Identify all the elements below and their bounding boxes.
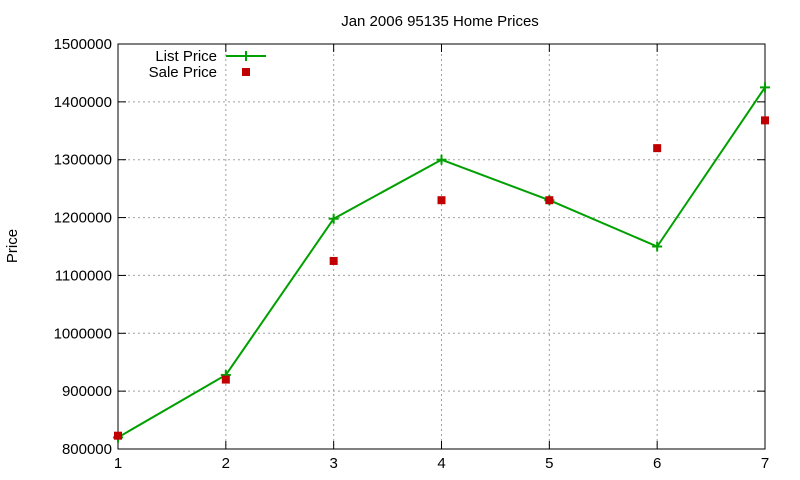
data-point <box>328 213 339 224</box>
series <box>113 82 770 443</box>
series-sale-price <box>114 116 769 440</box>
x-tick-label: 6 <box>653 455 661 472</box>
axes: 1 2 3 4 5 6 7 800000 900000 1000000 1100000 1200000… <box>54 36 770 472</box>
legend-label: List Price <box>155 48 217 65</box>
data-point <box>652 241 663 252</box>
y-axis-label: Price <box>4 229 21 263</box>
data-point <box>436 154 447 165</box>
series-list-price <box>113 82 770 443</box>
y-tick-label: 1400000 <box>54 94 112 111</box>
y-tick-label: 1500000 <box>54 36 112 53</box>
y-tick-label: 1000000 <box>54 325 112 342</box>
legend-marker <box>241 51 251 61</box>
plot-frame <box>117 43 766 450</box>
x-tick-label: 7 <box>761 455 769 472</box>
y-tick-label: 800000 <box>62 441 112 458</box>
y-tick-label: 900000 <box>62 383 112 400</box>
data-point <box>114 431 122 440</box>
data-point <box>545 196 554 205</box>
x-tick-label: 5 <box>545 455 553 472</box>
data-point <box>437 196 446 205</box>
legend-marker <box>242 68 250 76</box>
y-tick-label: 1200000 <box>54 210 112 227</box>
x-tick-label: 3 <box>329 455 337 472</box>
data-point <box>761 116 769 125</box>
x-tick-label: 1 <box>114 455 122 472</box>
legend-entry: List Price <box>155 48 266 65</box>
x-tick-label: 2 <box>222 455 230 472</box>
data-point <box>760 82 770 93</box>
data-point <box>221 375 230 384</box>
legend-entry: Sale Price <box>149 64 250 81</box>
data-point <box>329 256 338 265</box>
chart-title: Jan 2006 95135 Home Prices <box>341 13 539 30</box>
legend-label: Sale Price <box>149 64 217 81</box>
x-tick-label: 4 <box>437 455 445 472</box>
grid <box>118 44 765 449</box>
y-tick-label: 1300000 <box>54 152 112 169</box>
y-tick-label: 1100000 <box>55 267 112 284</box>
data-point <box>653 144 662 153</box>
